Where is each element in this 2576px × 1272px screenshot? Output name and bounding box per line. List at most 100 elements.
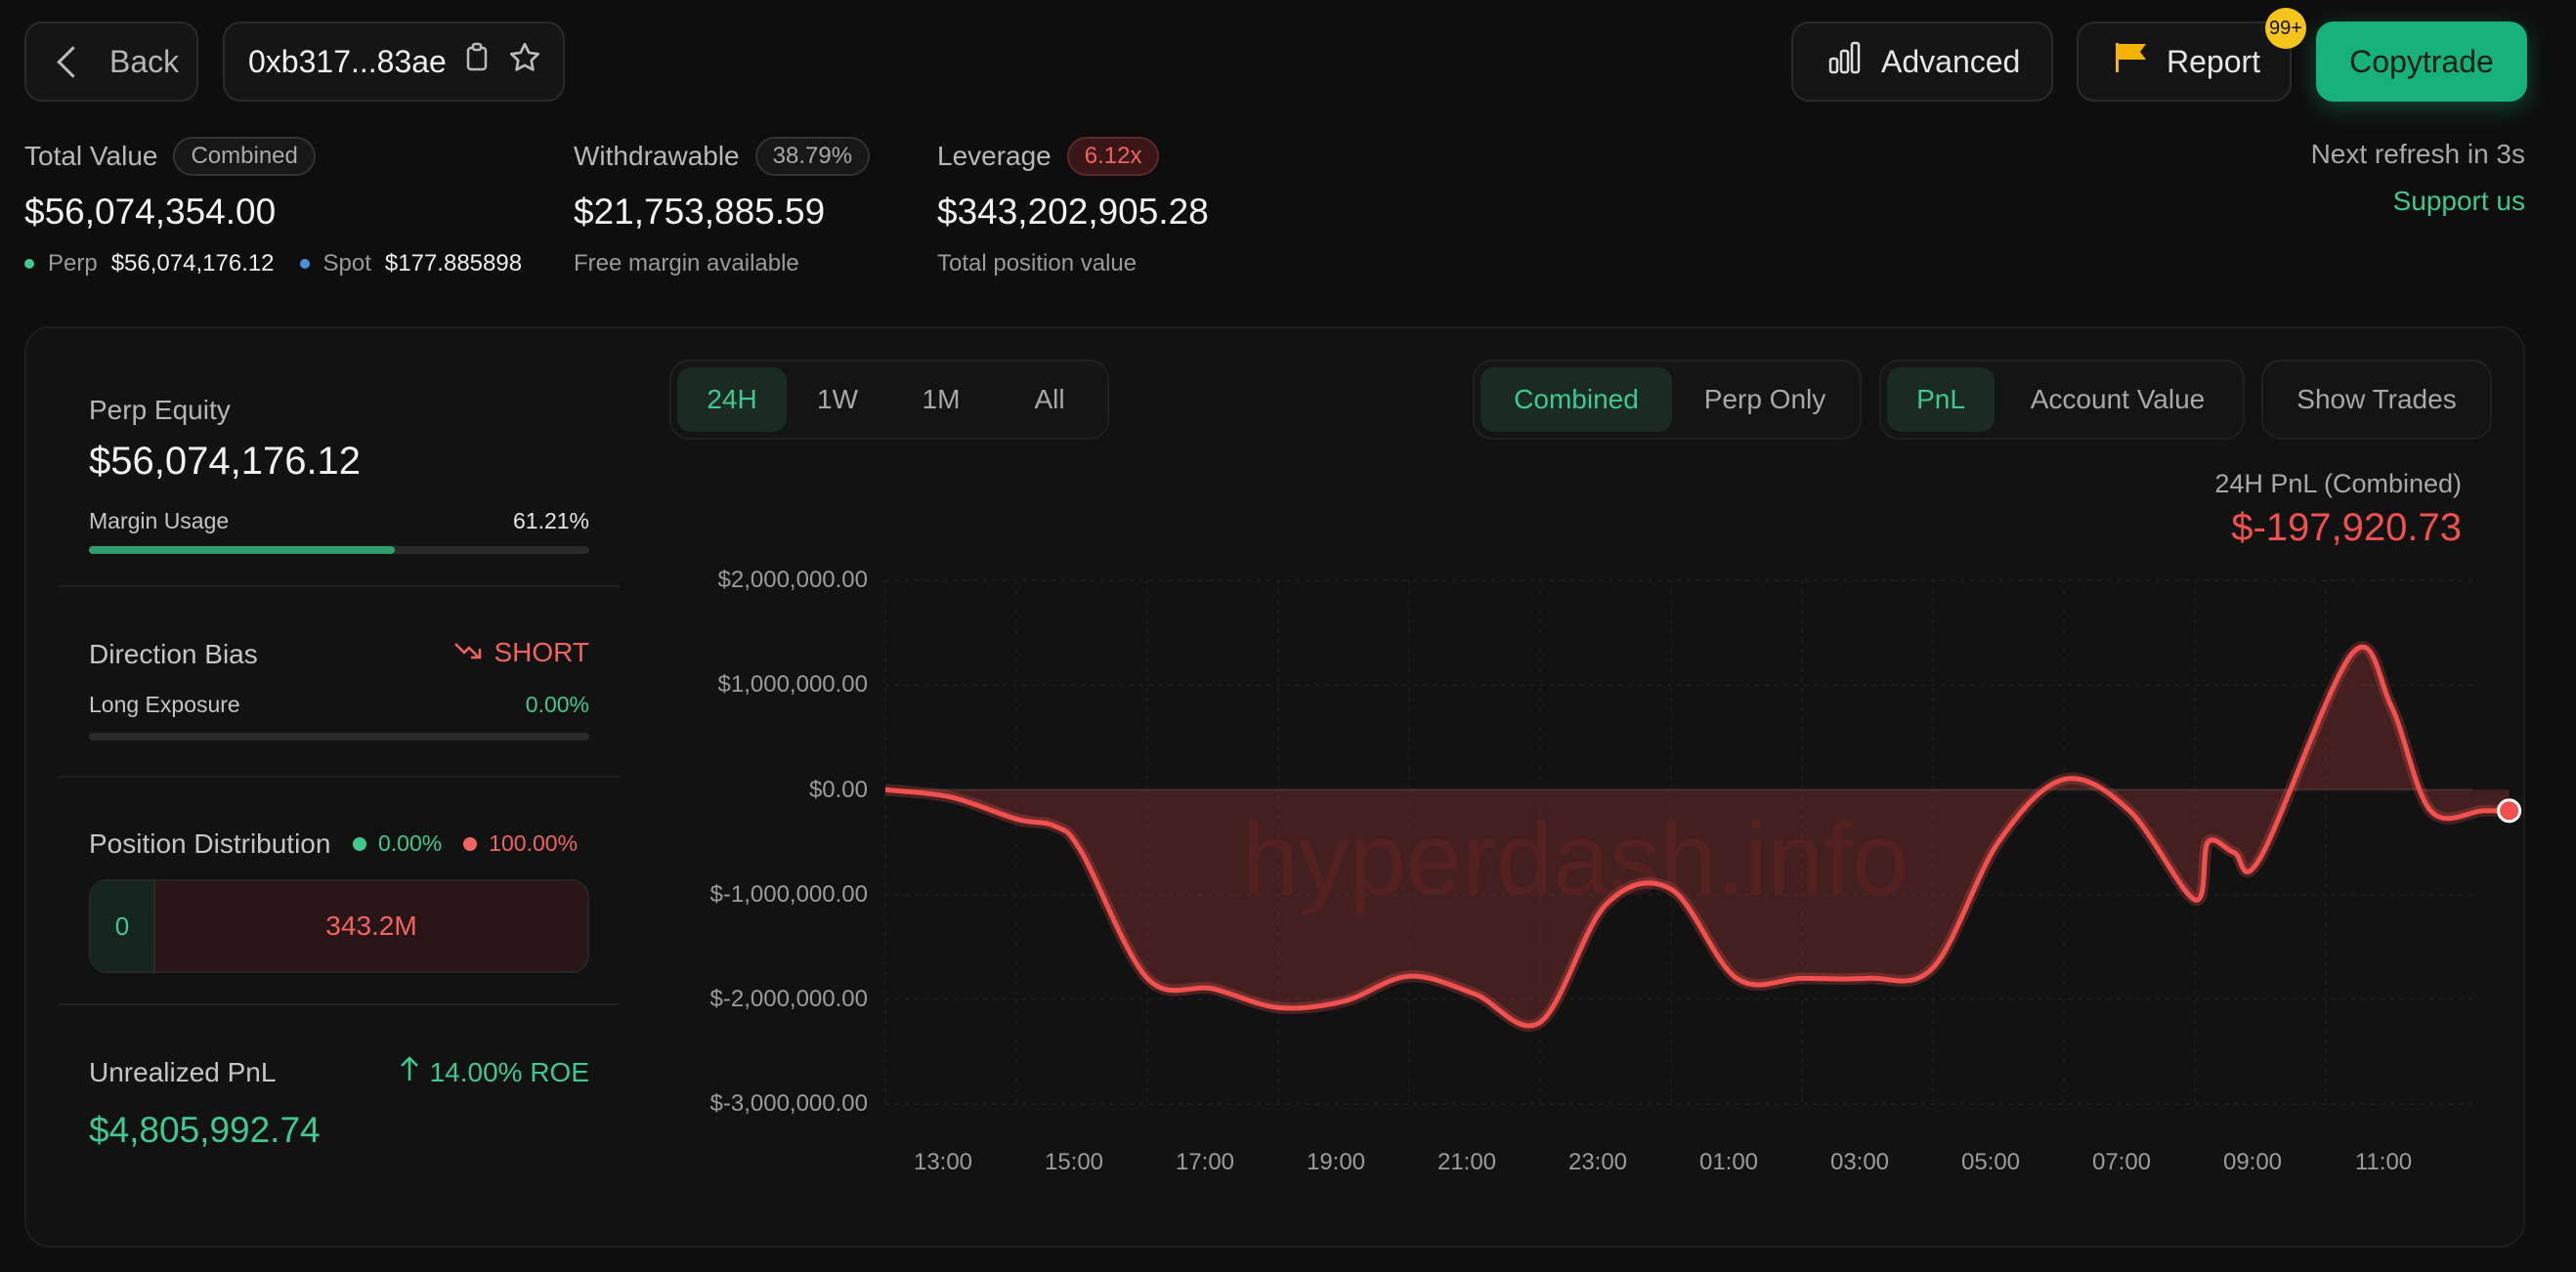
direction-bias-value: SHORT	[494, 637, 590, 667]
support-link[interactable]: Support us	[2392, 186, 2525, 216]
y-tick-label: $2,000,000.00	[717, 567, 868, 593]
show-trades-label: Show Trades	[2297, 384, 2457, 414]
dist-short-value: 343.2M	[325, 911, 417, 941]
chart-watermark: hyperdash.info	[1242, 803, 1909, 916]
refresh-text: Next refresh in 3s	[2310, 139, 2525, 169]
perp-value: $56,074,176.12	[110, 250, 275, 276]
copy-icon[interactable]	[464, 42, 492, 81]
y-tick-label: $-3,000,000.00	[709, 1090, 868, 1117]
range-selector: 24H 1W 1M All	[669, 360, 1109, 440]
margin-usage-fill	[89, 546, 396, 554]
report-label: Report	[2167, 43, 2261, 79]
range-1m[interactable]: 1M	[922, 384, 961, 414]
star-icon[interactable]	[507, 40, 542, 83]
long-dot-icon	[353, 836, 366, 851]
report-badge: 99+	[2265, 8, 2306, 49]
long-exposure-pct: 0.00%	[525, 692, 589, 717]
y-tick-label: $-1,000,000.00	[709, 881, 868, 908]
chart-pnl-label: 24H PnL (Combined)	[2214, 469, 2462, 498]
dist-short-pct: 100.00%	[489, 830, 579, 856]
roe-text: 14.00% ROE	[429, 1056, 589, 1087]
x-tick-label: 21:00	[1437, 1149, 1497, 1175]
x-tick-label: 17:00	[1175, 1149, 1235, 1175]
divider-1	[59, 585, 620, 587]
dist-long-pct: 0.00%	[378, 830, 443, 856]
perp-equity-value: $56,074,176.12	[89, 440, 362, 483]
margin-usage-pct: 61.21%	[512, 508, 589, 533]
trend-down-icon	[453, 637, 483, 668]
main-card	[24, 326, 2525, 1248]
metric-pnl[interactable]: PnL	[1887, 367, 1995, 432]
perp-dot-icon	[24, 259, 34, 269]
mode-perp-only[interactable]: Perp Only	[1703, 384, 1826, 414]
distribution-short-segment: 343.2M	[155, 881, 587, 971]
withdrawable-value: $21,753,885.59	[574, 191, 826, 232]
unrealized-pnl-value: $4,805,992.74	[89, 1110, 321, 1150]
show-trades-button[interactable]: Show Trades	[2261, 360, 2492, 440]
total-value: $56,074,354.00	[24, 191, 277, 232]
divider-2	[59, 776, 620, 778]
x-tick-label: 15:00	[1044, 1149, 1104, 1175]
withdrawable-pct-pill: 38.79%	[754, 137, 871, 176]
margin-usage-label: Margin Usage	[89, 508, 230, 533]
leverage-label: Leverage	[937, 141, 1052, 171]
x-tick-label: 23:00	[1567, 1149, 1628, 1175]
leverage-sub: Total position value	[937, 250, 1138, 276]
long-exposure-label: Long Exposure	[89, 692, 240, 717]
unrealized-pnl-label: Unrealized PnL	[89, 1057, 277, 1087]
advanced-button[interactable]: Advanced	[1791, 21, 2053, 102]
range-24h[interactable]: 24H	[677, 367, 787, 432]
chart-pnl-value: $-197,920.73	[2231, 506, 2462, 549]
y-tick-label: $-2,000,000.00	[709, 986, 868, 1012]
report-button[interactable]: Report	[2077, 21, 2292, 102]
total-value-label: Total Value	[24, 141, 158, 171]
metric-selector: PnL Account Value	[1879, 360, 2245, 440]
withdrawable-sub: Free margin available	[574, 250, 799, 276]
range-1w[interactable]: 1W	[817, 384, 858, 414]
perp-label: Perp	[48, 250, 98, 276]
flag-icon	[2114, 41, 2149, 82]
position-distribution-label: Position Distribution	[89, 828, 331, 859]
margin-usage-bar	[89, 546, 589, 554]
copytrade-label: Copytrade	[2349, 43, 2494, 79]
x-tick-label: 03:00	[1829, 1149, 1890, 1175]
back-button[interactable]: Back	[24, 21, 198, 102]
x-tick-label: 13:00	[913, 1149, 973, 1175]
x-tick-label: 01:00	[1698, 1149, 1759, 1175]
x-tick-label: 19:00	[1306, 1149, 1366, 1175]
copytrade-button[interactable]: Copytrade	[2316, 21, 2527, 102]
x-tick-label: 11:00	[2354, 1149, 2413, 1175]
x-tick-label: 05:00	[1960, 1149, 2021, 1175]
spot-value: $177.885898	[384, 250, 523, 276]
spot-label: Spot	[322, 250, 371, 276]
leverage-pill: 6.12x	[1066, 137, 1160, 176]
address-box: 0xb317...83ae	[223, 21, 565, 102]
perp-equity-label: Perp Equity	[89, 395, 231, 425]
spot-dot-icon	[299, 259, 310, 269]
distribution-bar: 0 343.2M	[89, 879, 589, 973]
leverage-value: $343,202,905.28	[937, 191, 1209, 232]
divider-3	[59, 1003, 620, 1005]
withdrawable-label: Withdrawable	[574, 141, 740, 171]
y-tick-label: $1,000,000.00	[717, 671, 868, 698]
range-all[interactable]: All	[1034, 384, 1065, 414]
x-tick-label: 09:00	[2222, 1149, 2283, 1175]
y-tick-label: $0.00	[808, 777, 868, 803]
direction-bias-label: Direction Bias	[89, 639, 258, 669]
pnl-line	[884, 644, 2510, 1029]
advanced-label: Advanced	[1881, 43, 2021, 79]
metric-account-value[interactable]: Account Value	[2030, 384, 2206, 414]
short-dot-icon	[463, 836, 478, 851]
dist-long-value: 0	[114, 911, 130, 941]
total-value-pill[interactable]: Combined	[173, 137, 316, 176]
mode-selector: Combined Perp Only	[1473, 360, 1862, 440]
arrow-up-icon	[399, 1055, 420, 1089]
x-tick-label: 07:00	[2091, 1149, 2152, 1175]
distribution-long-segment: 0	[91, 881, 155, 971]
mode-combined[interactable]: Combined	[1481, 367, 1672, 432]
pnl-area	[885, 647, 2510, 1027]
back-label: Back	[109, 43, 180, 79]
wallet-address[interactable]: 0xb317...83ae	[248, 43, 447, 79]
pnl-last-point[interactable]	[2497, 798, 2522, 824]
